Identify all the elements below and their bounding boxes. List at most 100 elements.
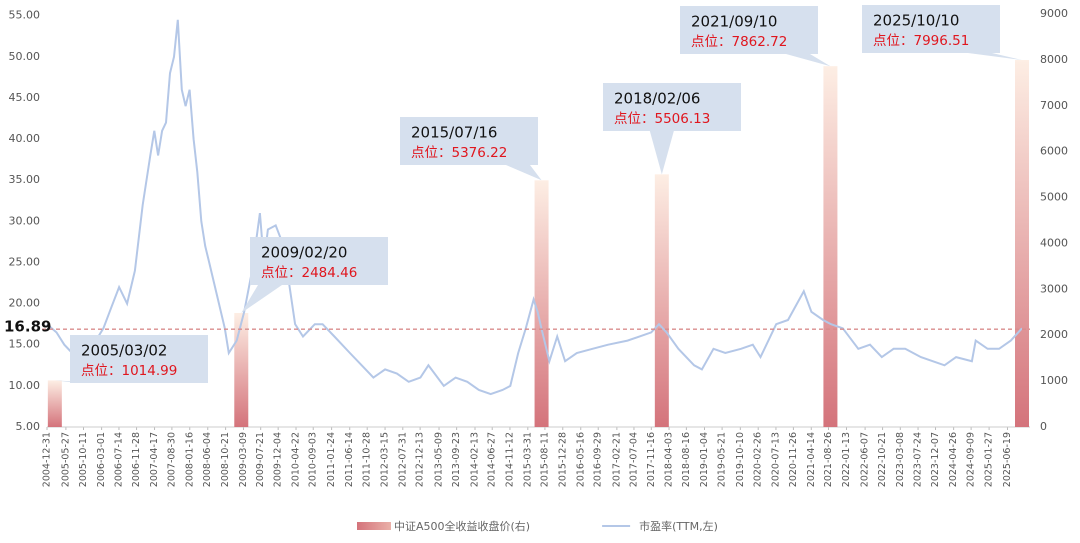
bar (534, 180, 549, 427)
callout-box (250, 237, 388, 285)
x-tick-label: 2018-04-03 (664, 432, 675, 487)
callout-box (680, 6, 818, 54)
x-tick-label: 2010-04-22 (291, 432, 302, 487)
y2-tick-label: 9000 (1040, 7, 1068, 20)
x-tick-label: 2025-06-19 (1002, 432, 1013, 487)
x-tick-label: 2017-11-16 (646, 432, 657, 487)
y-tick-label: 55.00 (9, 9, 41, 22)
callout-date: 2018/02/06 (614, 90, 700, 108)
x-tick-label: 2020-11-26 (788, 432, 799, 487)
x-tick-label: 2020-02-26 (753, 432, 764, 487)
x-tick-label: 2014-11-12 (504, 432, 515, 487)
y2-tick-label: 5000 (1040, 191, 1068, 204)
x-tick-label: 2011-06-14 (344, 432, 355, 487)
y2-tick-label: 3000 (1040, 282, 1068, 295)
callout-pointer (968, 53, 1022, 61)
x-tick-label: 2009-12-04 (273, 432, 284, 487)
y-tick-label: 35.00 (9, 173, 41, 186)
x-tick-label: 2014-02-13 (470, 432, 481, 487)
x-tick-label: 2019-05-21 (717, 432, 728, 487)
x-tick-label: 2005-05-27 (60, 432, 71, 487)
legend-swatch (357, 522, 391, 530)
x-tick-label: 2010-09-03 (308, 432, 319, 487)
callout-box (862, 5, 1000, 53)
x-tick-label: 2008-10-21 (220, 432, 231, 487)
x-tick-label: 2012-07-31 (397, 432, 408, 487)
callout-value: 点位：7862.72 (691, 34, 787, 50)
x-tick-label: 2012-03-15 (380, 432, 391, 487)
x-tick-label: 2015-08-11 (539, 432, 550, 487)
x-tick-label: 2013-05-09 (434, 432, 445, 487)
x-tick-label: 2022-06-07 (860, 432, 871, 487)
y-tick-label: 10.00 (9, 379, 41, 392)
x-tick-label: 2023-12-07 (930, 432, 941, 487)
y-tick-label: 25.00 (9, 255, 41, 268)
x-tick-label: 2017-07-04 (628, 432, 639, 487)
callout-pointer (786, 54, 831, 67)
callout-box (603, 83, 741, 131)
callout-value: 点位：5376.22 (411, 145, 507, 161)
callout-box (70, 335, 208, 383)
y-tick-label: 5.00 (16, 420, 41, 433)
x-tick-label: 2016-05-16 (575, 432, 586, 487)
callout-value: 点位：2484.46 (261, 265, 357, 281)
x-tick-label: 2007-08-30 (166, 432, 177, 487)
bar (1015, 60, 1029, 427)
callout-pointer (506, 165, 542, 181)
x-tick-label: 2019-01-04 (699, 432, 710, 487)
callout-value: 点位：7996.51 (873, 33, 969, 49)
y-tick-label: 15.00 (9, 338, 41, 351)
bar (823, 66, 838, 428)
y-tick-label: 20.00 (9, 297, 41, 310)
y-tick-label: 50.00 (9, 50, 41, 63)
y-tick-label: 30.00 (9, 214, 41, 227)
callout-date: 2005/03/02 (81, 342, 167, 360)
callout-value: 点位：1014.99 (81, 363, 177, 379)
callout-pointer (649, 131, 674, 175)
x-tick-label: 2007-04-17 (149, 432, 160, 487)
y2-tick-label: 1000 (1040, 374, 1068, 387)
x-tick-label: 2017-02-21 (611, 432, 622, 487)
x-tick-label: 2006-11-28 (131, 432, 142, 487)
pe-line (46, 19, 1023, 396)
y-tick-label: 40.00 (9, 132, 41, 145)
x-tick-label: 2025-01-27 (984, 432, 995, 487)
x-tick-label: 2022-01-13 (841, 432, 852, 487)
x-tick-label: 2014-06-27 (487, 432, 498, 487)
x-tick-label: 2008-06-04 (202, 432, 213, 487)
x-tick-label: 2008-01-16 (184, 432, 195, 487)
y2-tick-label: 0 (1040, 420, 1047, 433)
callout-date: 2025/10/10 (873, 12, 959, 30)
x-tick-label: 2016-09-29 (593, 432, 604, 487)
x-tick-label: 2005-10-11 (78, 432, 89, 487)
x-tick-label: 2023-07-24 (913, 432, 924, 487)
x-tick-label: 2009-03-09 (238, 432, 249, 487)
x-tick-label: 2024-09-09 (966, 432, 977, 487)
reference-label: 16.89 (4, 318, 51, 336)
x-tick-label: 2009-07-21 (255, 432, 266, 487)
x-tick-label: 2011-01-24 (326, 432, 337, 487)
callout-date: 2015/07/16 (411, 124, 497, 142)
x-tick-label: 2015-12-28 (557, 432, 568, 487)
callout-value: 点位：5506.13 (614, 111, 710, 127)
bar (234, 312, 249, 427)
x-tick-label: 2004-12-31 (42, 432, 53, 487)
x-tick-label: 2018-08-16 (681, 432, 692, 487)
callout-pointer (241, 285, 282, 313)
y2-tick-label: 6000 (1040, 145, 1068, 158)
x-tick-label: 2022-10-21 (877, 432, 888, 487)
legend-label: 中证A500全收益收盘价(右) (394, 519, 530, 533)
x-tick-label: 2006-03-01 (96, 432, 107, 487)
x-tick-label: 2011-10-28 (362, 432, 373, 487)
x-tick-label: 2021-04-14 (806, 432, 817, 487)
y2-tick-label: 4000 (1040, 236, 1068, 249)
x-tick-label: 2023-03-08 (895, 432, 906, 487)
y-tick-label: 45.00 (9, 91, 41, 104)
callout-box (400, 117, 538, 165)
bar (654, 174, 669, 427)
callout-date: 2009/02/20 (261, 244, 347, 262)
y2-tick-label: 8000 (1040, 53, 1068, 66)
x-tick-label: 2019-10-10 (735, 432, 746, 487)
x-tick-label: 2015-03-31 (522, 432, 533, 487)
